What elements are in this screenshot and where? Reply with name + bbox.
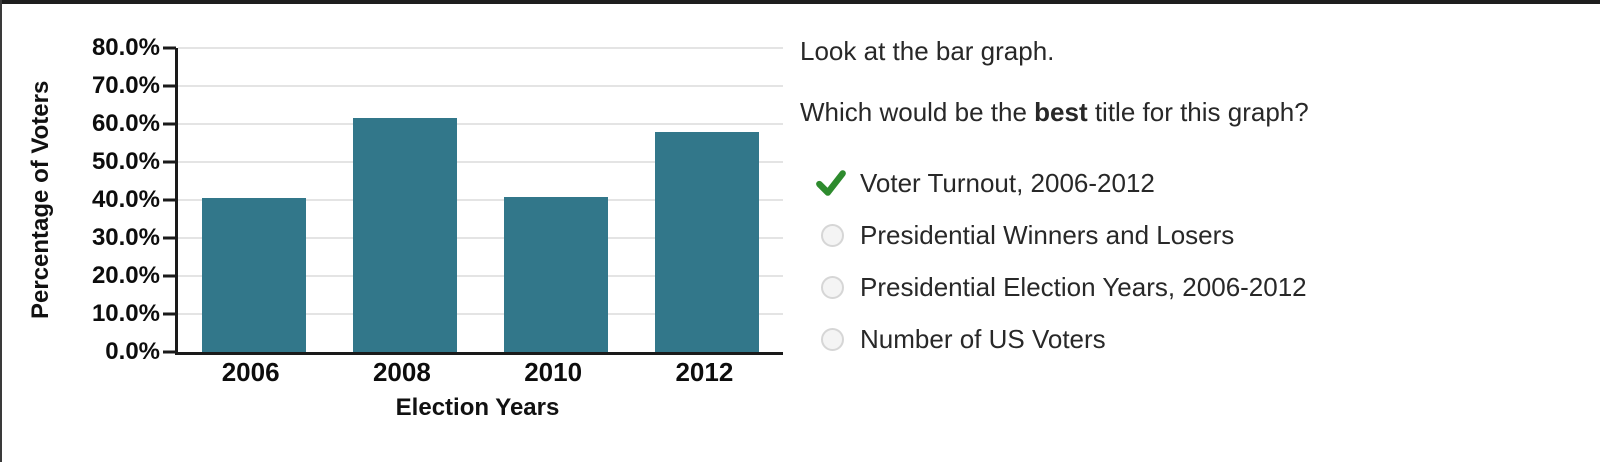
y-tick [163,236,176,240]
y-tick-label: 60.0% [91,110,160,137]
radio-unselected-icon[interactable] [814,327,860,351]
option-label: Voter Turnout, 2006-2012 [860,167,1155,198]
x-tick-label: 2010 [524,357,583,387]
y-tick-label: 10.0% [91,300,160,327]
y-tick-label: 40.0% [91,186,160,213]
question-intro: Look at the bar graph. [800,36,1055,66]
y-tick [163,122,176,126]
y-tick [163,84,176,88]
gridline [178,275,783,277]
gridline [178,161,783,163]
prompt-suffix: title for this graph? [1087,97,1309,127]
option-number-us-voters[interactable]: Number of US Voters [800,313,1580,365]
y-tick-label: 30.0% [91,224,160,251]
option-label: Presidential Election Years, 2006-2012 [860,271,1307,302]
checkmark-icon [814,166,860,200]
gridline [178,313,783,315]
y-axis-labels: 0.0% 10.0% 20.0% 30.0% 40.0% 50.0% 60.0% 70.0% 8… [0,36,160,364]
gridline [178,199,783,201]
x-tick-label: 2012 [675,357,734,387]
radio-unselected-icon[interactable] [814,223,860,247]
bar-2008 [352,117,457,352]
y-tick [163,312,176,316]
answer-options: Voter Turnout, 2006-2012 Presidential Wi… [800,157,1580,365]
plot-area [163,46,783,355]
option-presidential-winners[interactable]: Presidential Winners and Losers [800,209,1580,261]
y-tick-label: 70.0% [91,72,160,99]
y-tick [163,274,176,278]
y-tick-label: 20.0% [91,262,160,289]
y-tick [163,46,176,50]
page-top-border [0,0,1600,4]
y-tick-label: 50.0% [91,148,160,175]
y-tick [163,160,176,164]
y-tick [163,198,176,202]
radio-unselected-icon[interactable] [814,275,860,299]
question-prompt: Which would be the best title for this g… [800,97,1309,128]
option-voter-turnout[interactable]: Voter Turnout, 2006-2012 [800,157,1580,209]
y-tick-label: 0.0% [105,338,160,365]
bar-2006 [201,198,306,352]
prompt-bold-word: best [1034,97,1088,127]
gridline [178,85,783,87]
bar-2012 [655,131,760,352]
bar-chart: Percentage of Voters 0.0% 10.0% 20.0% 30.0%… [0,0,790,462]
y-tick [163,350,176,354]
gridline [178,47,783,49]
x-tick-label: 2006 [221,357,280,387]
x-axis-title: Election Years [395,394,560,421]
bar-2010 [504,196,609,352]
x-axis-labels: 2006 2008 2010 2012 [175,357,780,389]
option-label: Presidential Winners and Losers [860,219,1235,250]
y-tick-label: 80.0% [91,34,160,61]
option-presidential-election-years[interactable]: Presidential Election Years, 2006-2012 [800,261,1580,313]
x-tick-label: 2008 [372,357,431,387]
page-left-border [0,0,2,462]
option-label: Number of US Voters [860,323,1106,354]
gridline [178,123,783,125]
gridline [178,237,783,239]
prompt-prefix: Which would be the [800,97,1035,127]
question-panel: Look at the bar graph. Which would be th… [800,0,1590,462]
